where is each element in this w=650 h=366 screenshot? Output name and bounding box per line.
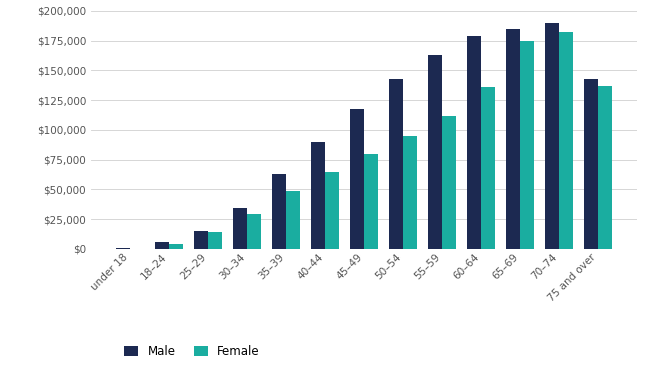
Bar (506, 29, 520, 249)
Bar (467, 36, 481, 249)
Bar (247, 214, 261, 249)
Bar (208, 232, 222, 249)
Bar (481, 87, 495, 249)
Bar (389, 79, 403, 249)
Bar (403, 136, 417, 249)
Bar (364, 154, 378, 249)
Bar (194, 231, 208, 249)
Bar (598, 86, 612, 249)
Bar (559, 32, 573, 249)
Bar (311, 142, 325, 249)
Bar (545, 23, 559, 249)
Bar (169, 243, 183, 249)
Bar (520, 41, 534, 249)
Bar (350, 108, 364, 249)
Bar (325, 172, 339, 249)
Bar (155, 242, 169, 249)
Bar (428, 55, 442, 249)
Bar (233, 208, 247, 249)
Bar (116, 248, 130, 249)
Bar (442, 116, 456, 249)
Legend: Male, Female: Male, Female (124, 345, 260, 358)
Bar (286, 191, 300, 249)
Bar (584, 79, 598, 249)
Bar (272, 174, 286, 249)
